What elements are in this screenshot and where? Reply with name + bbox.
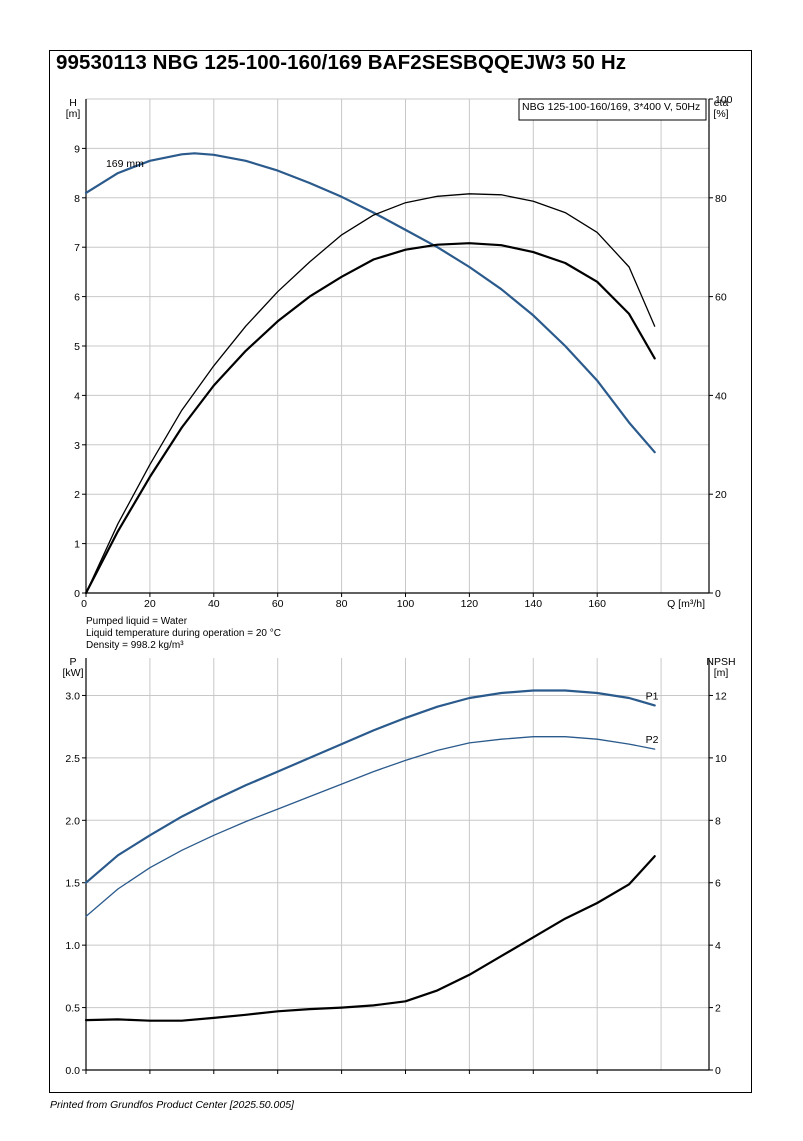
panel1-xtick-label: 140	[525, 598, 543, 610]
panel2-y-axis-label-unit: [kW]	[63, 667, 84, 679]
page-title: 99530113 NBG 125-100-160/169 BAF2SESBQQE…	[56, 51, 627, 74]
panel1-ytick-label: 1	[74, 539, 80, 551]
p1-curve	[84, 689, 656, 884]
panel2-ytick-label: 1.5	[65, 878, 80, 890]
panel1-legend-text: NBG 125-100-160/169, 3*400 V, 50Hz	[522, 101, 700, 113]
density-note: Density = 998.2 kg/m³	[86, 640, 184, 651]
panel1-y2tick-label: 40	[715, 390, 727, 402]
panel1-y2tick-label: 80	[715, 193, 727, 205]
panel1-xtick-label: 160	[588, 598, 606, 610]
panel1-ytick-label: 6	[74, 292, 80, 304]
panel2-y2tick-label: 2	[715, 1003, 721, 1015]
panel1-xtick-label: 40	[208, 598, 220, 610]
p2-curve	[85, 736, 656, 918]
footer-note: Printed from Grundfos Product Center [20…	[50, 1099, 294, 1111]
panel2-y2tick-label: 8	[715, 815, 721, 827]
panel2-y2tick-label: 10	[715, 753, 727, 765]
panel2-y2-axis-label-unit: [m]	[714, 667, 729, 679]
curve-label-p2: P2	[646, 734, 659, 746]
panel2-y2tick-label: 6	[715, 878, 721, 890]
panel2-ytick-label: 2.5	[65, 753, 80, 765]
panel2-ytick-label: 3.0	[65, 690, 80, 702]
document-frame	[49, 50, 752, 1093]
panel1-xtick-label: 100	[397, 598, 415, 610]
panel1-ytick-label: 0	[74, 588, 80, 600]
panel1-ytick-label: 5	[74, 341, 80, 353]
panel1-y-axis-label-unit: [m]	[66, 108, 81, 120]
panel1-y2-axis-label-name: eta	[714, 97, 729, 109]
panel2-y2tick-label: 4	[715, 940, 721, 952]
panel2-ytick-label: 0.5	[65, 1003, 80, 1015]
169-mm-curve	[84, 152, 656, 454]
panel1-y2tick-label: 60	[715, 292, 727, 304]
panel1-series-2-curve	[85, 193, 656, 594]
panel2-series-3-curve	[84, 855, 656, 1022]
panel1-xtick-label: 20	[144, 598, 156, 610]
panel1-xtick-label: 120	[461, 598, 479, 610]
panel1-ytick-label: 9	[74, 143, 80, 155]
liquid-temperature-note: Liquid temperature during operation = 20…	[86, 628, 281, 639]
panel1-ytick-label: 4	[74, 390, 80, 402]
panel1-x-axis-label: Q [m³/h]	[667, 598, 705, 610]
panel2-ytick-label: 1.0	[65, 940, 80, 952]
panel1-y-axis-label-name: H	[69, 97, 77, 109]
panel2-y2-axis-label-name: NPSH	[706, 656, 735, 668]
panel1-ytick-label: 8	[74, 193, 80, 205]
panel2-ytick-label: 2.0	[65, 815, 80, 827]
panel1-xtick-label: 0	[81, 598, 87, 610]
panel2-y2tick-label: 12	[715, 690, 727, 702]
panel1-ytick-label: 2	[74, 489, 80, 501]
panel1-y2tick-label: 100	[715, 94, 733, 106]
panel1-series-3-curve	[84, 242, 656, 595]
pumped-liquid-note: Pumped liquid = Water	[86, 616, 188, 627]
curve-label-169mm: 169 mm	[106, 158, 144, 170]
panel2-ytick-label: 0.0	[65, 1065, 80, 1077]
panel1-y2tick-label: 0	[715, 588, 721, 600]
panel1-legend-box	[518, 98, 707, 121]
panel1-y2tick-label: 20	[715, 489, 727, 501]
panel2-y2tick-label: 0	[715, 1065, 721, 1077]
panel1-ytick-label: 7	[74, 242, 80, 254]
panel1-xtick-label: 80	[336, 598, 348, 610]
panel1-xtick-label: 60	[272, 598, 284, 610]
panel2-y-axis-label-name: P	[69, 656, 76, 668]
panel1-ytick-label: 3	[74, 440, 80, 452]
curve-label-p1: P1	[646, 690, 659, 702]
panel1-y2-axis-label-unit: [%]	[713, 108, 728, 120]
